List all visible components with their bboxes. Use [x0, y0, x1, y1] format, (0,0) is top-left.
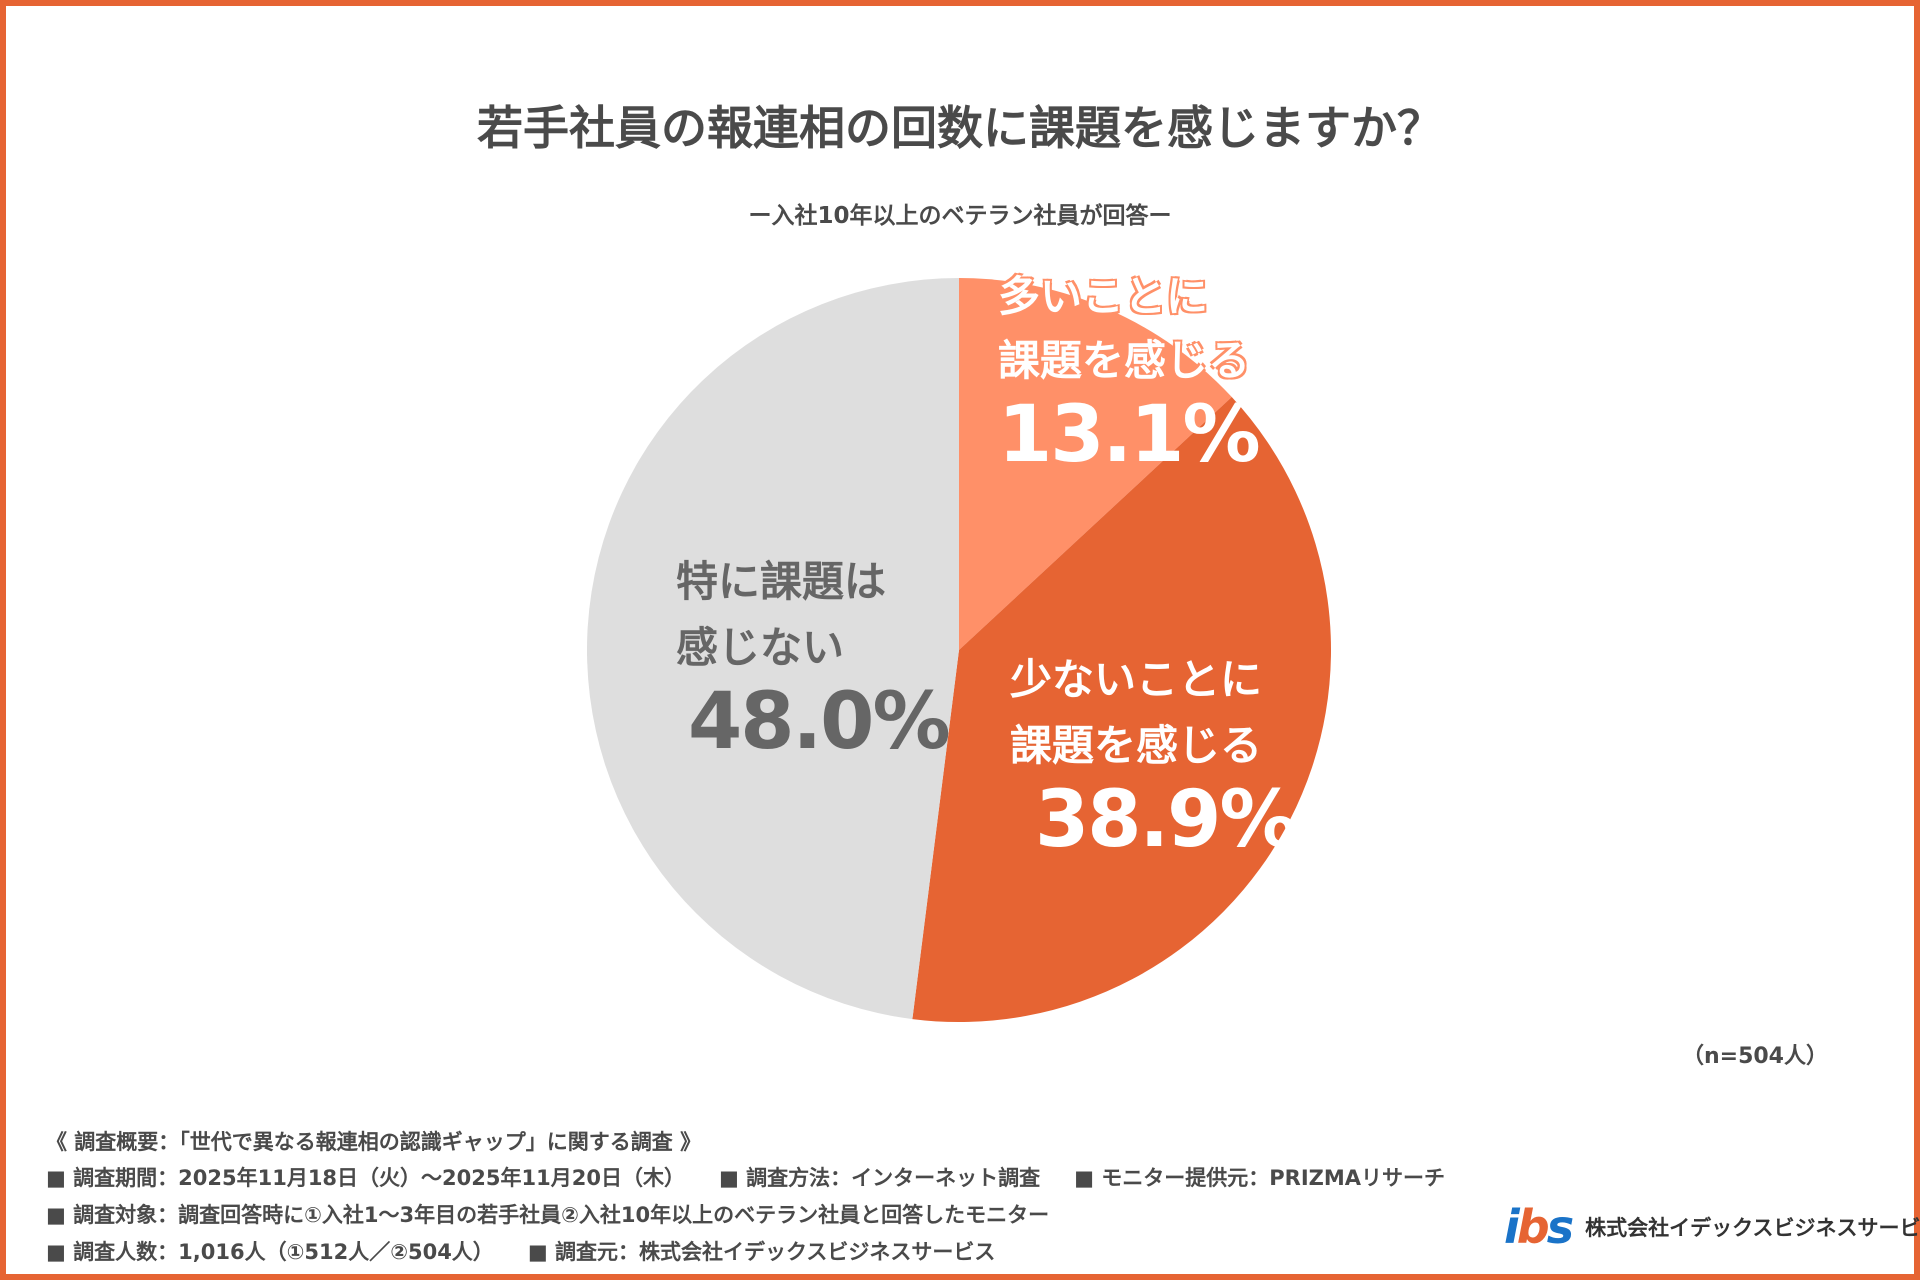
- survey-heading: 《 調査概要：「世代で異なる報連相の認識ギャップ」に関する調査 》: [46, 1130, 702, 1154]
- slice-label-none: 特に課題は 感じない 48.0%: [676, 557, 951, 767]
- survey-target: ■ 調査対象：調査回答時に①入社1〜3年目の若手社員②入社10年以上のベテラン社…: [46, 1203, 1050, 1227]
- slice-label-line2: 課題を感じる: [1010, 721, 1263, 770]
- slice-label-line2: 課題を感じる: [998, 336, 1251, 385]
- slice-label-many: 多いことに 課題を感じる 13.1%: [998, 272, 1261, 480]
- slice-label-line2: 感じない: [676, 623, 845, 672]
- survey-method: ■ 調査方法：インターネット調査: [718, 1166, 1041, 1190]
- slice-label-line1: 少ないことに: [1010, 655, 1263, 704]
- survey-period: ■ 調査期間：2025年11月18日（火）〜2025年11月20日（木）: [46, 1166, 685, 1190]
- survey-source: ■ 調査元：株式会社イデックスビジネスサービス: [527, 1240, 996, 1264]
- slice-label-line1: 特に課題は: [676, 557, 887, 606]
- slice-label-few: 少ないことに 課題を感じる 38.9%: [1010, 655, 1298, 865]
- sample-size: （n=504人）: [1681, 1044, 1828, 1069]
- survey-count: ■ 調査人数：1,016人（①512人／②504人）: [46, 1240, 494, 1264]
- chart-title: 若手社員の報連相の回数に課題を感じますか？: [477, 101, 1443, 155]
- pie-slice-2: [587, 278, 959, 1020]
- pie-slice-1: [912, 397, 1331, 1022]
- slice-value: 38.9%: [1035, 775, 1298, 865]
- logo-company-name: 株式会社イデックスビジネスサービス: [1585, 1216, 1920, 1240]
- slice-value: 13.1%: [998, 390, 1261, 480]
- slice-label-line1: 多いことに: [998, 272, 1209, 321]
- chart-subtitle: ー入社10年以上のベテラン社員が回答ー: [748, 203, 1172, 229]
- survey-provider: ■ モニター提供元：PRIZMAリサーチ: [1074, 1166, 1446, 1190]
- pie-slice-0: [959, 278, 1232, 650]
- survey-line-3: ■ 調査人数：1,016人（①512人／②504人） ■ 調査元：株式会社イデック…: [46, 1236, 1029, 1266]
- slice-value: 48.0%: [688, 677, 951, 767]
- company-logo: ibs 株式会社イデックスビジネスサービス: [1504, 1200, 1920, 1254]
- logo-mark: ibs: [1504, 1200, 1574, 1254]
- survey-line-1: ■ 調査期間：2025年11月18日（火）〜2025年11月20日（木） ■ 調査…: [46, 1162, 1479, 1192]
